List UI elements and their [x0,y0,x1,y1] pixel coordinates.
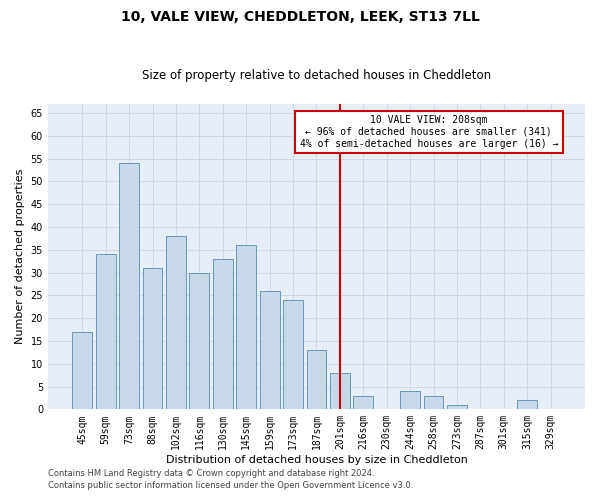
Bar [283,300,303,410]
Bar [260,291,280,410]
Bar [424,396,443,409]
Text: Contains HM Land Registry data © Crown copyright and database right 2024.
Contai: Contains HM Land Registry data © Crown c… [48,469,413,490]
Bar [213,259,233,410]
Bar [143,268,163,410]
Text: 10, VALE VIEW, CHEDDLETON, LEEK, ST13 7LL: 10, VALE VIEW, CHEDDLETON, LEEK, ST13 7L… [121,10,479,24]
Title: Size of property relative to detached houses in Cheddleton: Size of property relative to detached ho… [142,69,491,82]
Text: 10 VALE VIEW: 208sqm
← 96% of detached houses are smaller (341)
4% of semi-detac: 10 VALE VIEW: 208sqm ← 96% of detached h… [299,116,558,148]
Bar [400,391,420,409]
Y-axis label: Number of detached properties: Number of detached properties [15,169,25,344]
X-axis label: Distribution of detached houses by size in Cheddleton: Distribution of detached houses by size … [166,455,467,465]
Bar [330,373,350,410]
Bar [73,332,92,409]
Bar [166,236,186,410]
Bar [119,163,139,410]
Bar [353,396,373,409]
Bar [96,254,116,410]
Bar [236,246,256,410]
Bar [307,350,326,410]
Bar [190,272,209,409]
Bar [517,400,537,409]
Bar [447,405,467,409]
